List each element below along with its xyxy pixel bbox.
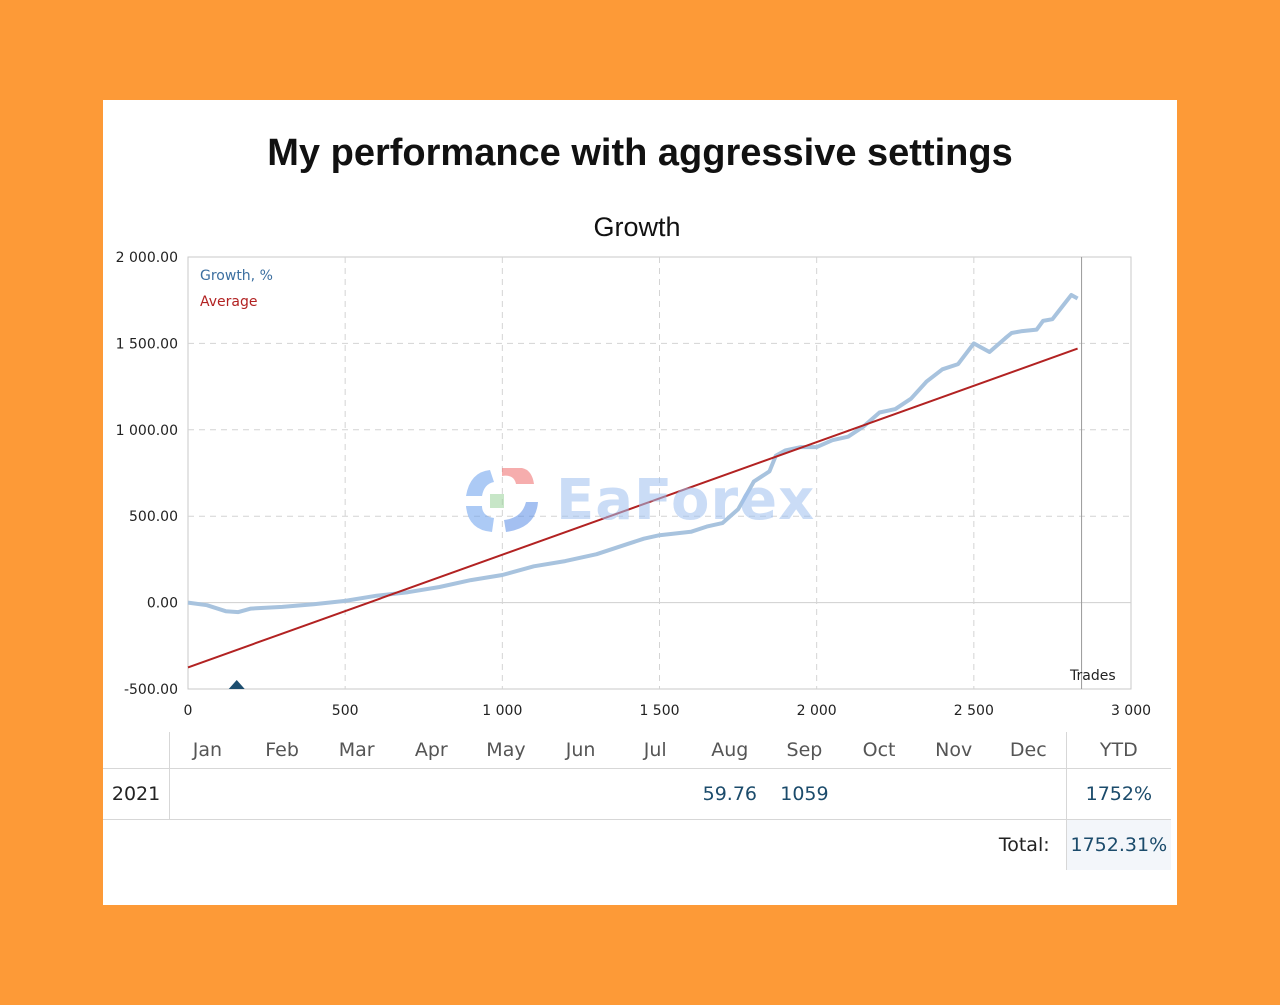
x-axis-label: Trades bbox=[1069, 668, 1116, 684]
header-sep: Sep bbox=[767, 732, 842, 769]
chart-grid bbox=[187, 256, 1132, 690]
cell-ytd: 1752% bbox=[1065, 768, 1171, 820]
x-tick-label: 0 bbox=[184, 703, 193, 719]
header-may: May bbox=[468, 732, 544, 769]
y-tick-label: -500.00 bbox=[124, 682, 178, 698]
header-dec: Dec bbox=[991, 732, 1067, 769]
monthly-returns-table: Jan Feb Mar Apr May Jun Jul Aug Sep Oct … bbox=[103, 732, 1171, 870]
header-jun: Jun bbox=[543, 732, 618, 769]
cell-mar bbox=[319, 768, 394, 820]
x-tick-label: 2 000 bbox=[797, 703, 837, 719]
cell-jun bbox=[543, 768, 618, 820]
cell-jul bbox=[617, 768, 693, 820]
cell-aug: 59.76 bbox=[692, 768, 768, 820]
y-tick-label: 1 000.00 bbox=[116, 423, 178, 439]
cell-may bbox=[468, 768, 544, 820]
header-year bbox=[103, 732, 171, 769]
cell-oct bbox=[841, 768, 917, 820]
table-total-row: Total: 1752.31% bbox=[103, 819, 1171, 870]
table-row: 2021 59.76 1059 1752% bbox=[103, 768, 1171, 820]
growth-line bbox=[187, 293, 1079, 615]
table-header-row: Jan Feb Mar Apr May Jun Jul Aug Sep Oct … bbox=[103, 732, 1171, 769]
chart-title: Growth bbox=[593, 212, 681, 242]
y-tick-label: 1 500.00 bbox=[116, 336, 178, 352]
header-aug: Aug bbox=[692, 732, 768, 769]
deposit-marker bbox=[228, 680, 245, 689]
x-tick-label: 2 500 bbox=[954, 703, 994, 719]
total-value: 1752.31% bbox=[1065, 819, 1171, 870]
row-year: 2021 bbox=[103, 768, 171, 820]
x-tick-label: 1 000 bbox=[482, 703, 522, 719]
x-tick-label: 1 500 bbox=[639, 703, 679, 719]
chart-series bbox=[187, 293, 1079, 689]
page-title: My performance with aggressive settings bbox=[267, 132, 1013, 174]
y-tick-label: 0.00 bbox=[147, 596, 178, 612]
total-label: Total: bbox=[998, 834, 1050, 856]
header-apr: Apr bbox=[394, 732, 469, 769]
legend-average: Average bbox=[200, 294, 258, 310]
cell-sep: 1059 bbox=[767, 768, 842, 820]
cell-apr bbox=[394, 768, 469, 820]
x-tick-label: 500 bbox=[332, 703, 359, 719]
header-jul: Jul bbox=[617, 732, 693, 769]
y-tick-label: 500.00 bbox=[129, 509, 178, 525]
header-feb: Feb bbox=[244, 732, 320, 769]
cell-nov bbox=[916, 768, 991, 820]
legend-growth: Growth, % bbox=[200, 268, 273, 284]
header-oct: Oct bbox=[841, 732, 917, 769]
y-tick-label: 2 000.00 bbox=[116, 250, 178, 266]
header-nov: Nov bbox=[916, 732, 991, 769]
cell-dec bbox=[991, 768, 1067, 820]
axis-ticks: 2 000.00 1 500.00 1 000.00 500.00 0.00 -500.0… bbox=[116, 250, 1151, 719]
header-jan: Jan bbox=[169, 732, 245, 769]
header-mar: Mar bbox=[319, 732, 394, 769]
chart-legend: Growth, % Average bbox=[200, 268, 273, 310]
cell-feb bbox=[244, 768, 320, 820]
average-line bbox=[187, 347, 1078, 669]
header-ytd: YTD bbox=[1065, 732, 1171, 769]
cell-jan bbox=[169, 768, 245, 820]
x-tick-label: 3 000 bbox=[1111, 703, 1151, 719]
